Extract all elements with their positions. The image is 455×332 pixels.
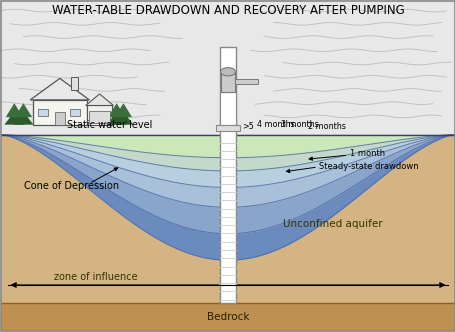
- Text: Unconfined aquifer: Unconfined aquifer: [282, 219, 382, 229]
- Bar: [89, 111, 110, 123]
- Text: Steady-state drawdown: Steady-state drawdown: [318, 161, 418, 171]
- Text: 4 months: 4 months: [256, 120, 294, 129]
- Bar: [221, 72, 234, 92]
- Bar: [219, 47, 236, 303]
- Polygon shape: [115, 103, 132, 117]
- Bar: [1, 303, 454, 331]
- Bar: [87, 106, 112, 125]
- Text: 3 months: 3 months: [281, 120, 318, 129]
- Bar: [234, 79, 257, 84]
- Text: 1 month: 1 month: [349, 149, 384, 158]
- Polygon shape: [108, 103, 125, 117]
- Text: Static water level: Static water level: [67, 120, 152, 130]
- Bar: [216, 125, 239, 131]
- Bar: [38, 109, 48, 117]
- Bar: [56, 112, 65, 125]
- Polygon shape: [6, 103, 23, 117]
- Bar: [32, 100, 87, 125]
- Bar: [71, 77, 78, 90]
- Text: Cone of Depression: Cone of Depression: [24, 181, 118, 191]
- Polygon shape: [30, 78, 89, 100]
- Polygon shape: [15, 103, 32, 117]
- Text: 2 months: 2 months: [307, 122, 345, 131]
- Bar: [1, 134, 454, 303]
- Bar: [219, 92, 236, 125]
- Polygon shape: [13, 112, 33, 125]
- Polygon shape: [106, 112, 126, 125]
- Ellipse shape: [220, 68, 235, 76]
- Bar: [70, 109, 80, 117]
- Text: >5: >5: [241, 122, 253, 130]
- Polygon shape: [113, 112, 133, 125]
- Text: WATER-TABLE DRAWDOWN AND RECOVERY AFTER PUMPING: WATER-TABLE DRAWDOWN AND RECOVERY AFTER …: [51, 4, 404, 17]
- Polygon shape: [86, 94, 113, 106]
- Text: Bedrock: Bedrock: [206, 312, 249, 322]
- Polygon shape: [4, 112, 24, 125]
- Text: zone of influence: zone of influence: [54, 272, 138, 282]
- Bar: [1, 1, 454, 134]
